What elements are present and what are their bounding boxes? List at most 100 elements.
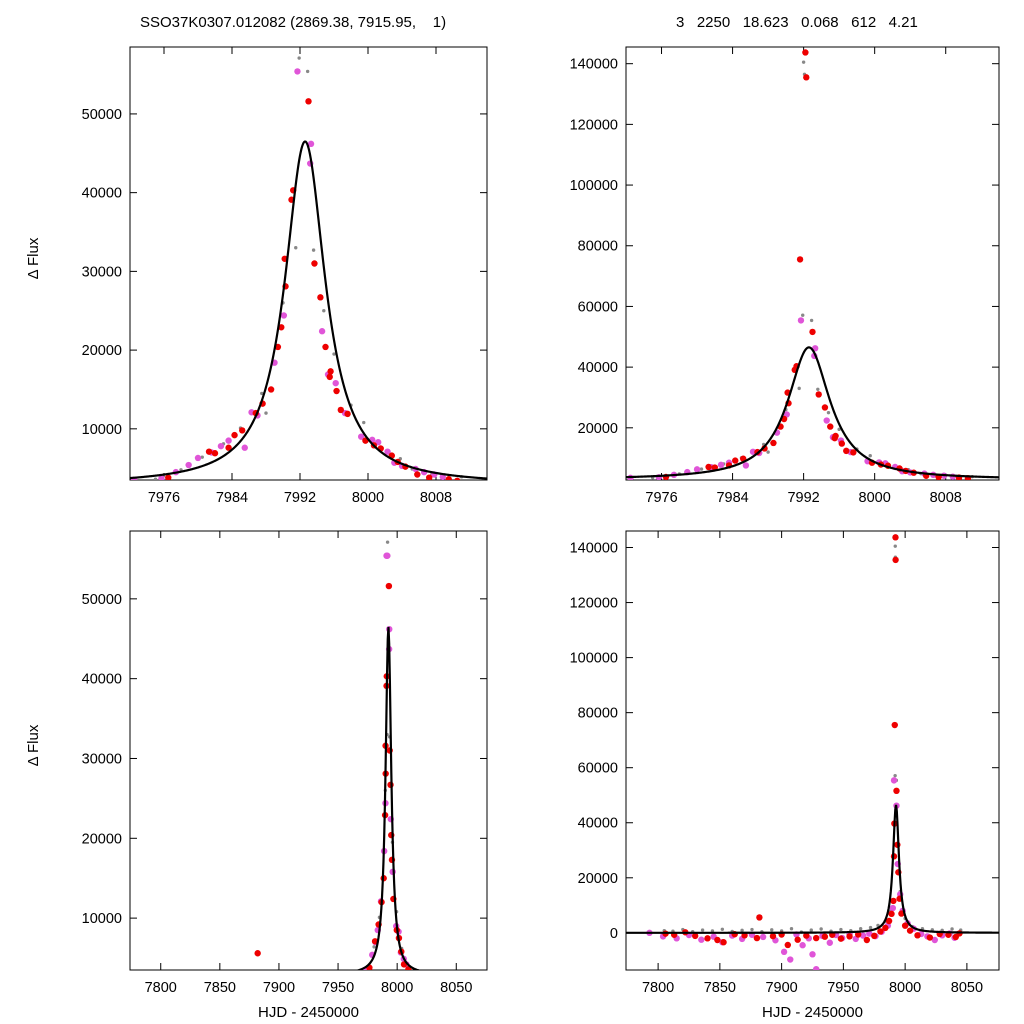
data-point	[294, 68, 301, 75]
chart-panel-3: 7800 7850 7900 7950 8000 8050 10000 20000 30000 4…	[25, 530, 488, 1021]
data-point	[809, 318, 814, 323]
y-tick-label: 100000	[570, 178, 618, 194]
data-point	[827, 423, 834, 430]
data-point	[165, 474, 172, 480]
data-point	[241, 444, 248, 451]
data-point	[705, 463, 712, 471]
data-point	[838, 440, 846, 447]
x-tick-label: 7850	[204, 980, 236, 996]
data-point	[893, 544, 897, 548]
data-point	[217, 442, 225, 450]
data-point	[759, 933, 767, 941]
chart-panel-2: 7976 7984 7992 8000 8008 20000 40000 60000 80000…	[570, 46, 1000, 506]
data-point	[794, 936, 801, 943]
data-point	[200, 455, 204, 459]
chart-panel-4: 7800 7850 7900 7950 8000 8050 0 20000 40000 60000…	[570, 530, 1000, 1021]
model-curve	[626, 804, 999, 934]
data-point	[278, 324, 285, 331]
data-point	[372, 945, 376, 949]
data-point	[892, 534, 899, 541]
x-tick-label: 7992	[787, 490, 819, 506]
data-point	[714, 936, 721, 944]
data-point	[691, 932, 699, 940]
data-point	[866, 930, 873, 937]
data-point	[384, 552, 391, 559]
data-point	[787, 956, 794, 963]
data-point	[770, 439, 777, 447]
data-point	[784, 941, 791, 949]
data-point	[789, 927, 794, 931]
data-point	[766, 450, 770, 454]
data-point	[815, 391, 822, 398]
data-point	[831, 434, 838, 442]
data-point	[426, 474, 433, 480]
data-point	[803, 932, 810, 939]
x-tick-label: 7900	[263, 980, 295, 996]
data-point	[260, 391, 264, 396]
data-point	[231, 431, 238, 439]
data-point	[337, 406, 344, 414]
data-point	[322, 309, 326, 313]
data-point	[344, 410, 351, 418]
x-tick-label: 7984	[716, 490, 748, 506]
data-point	[888, 910, 895, 918]
data-point	[797, 386, 801, 391]
data-point	[385, 540, 390, 544]
data-point	[821, 933, 829, 940]
y-tick-label: 40000	[578, 816, 618, 832]
data-point	[699, 467, 704, 471]
data-point	[914, 932, 921, 939]
data-point	[859, 932, 867, 939]
data-point	[254, 950, 261, 957]
data-point	[311, 260, 318, 267]
y-tick-label: 120000	[570, 117, 618, 133]
y-tick-label: 0	[610, 926, 618, 942]
data-point	[868, 925, 873, 930]
data-point	[158, 475, 165, 480]
y-tick-label: 100000	[570, 651, 618, 667]
data-point	[205, 448, 213, 455]
data-point	[891, 721, 898, 729]
x-tick-label: 8000	[381, 980, 413, 996]
data-point	[267, 386, 275, 393]
data-point	[816, 387, 820, 391]
y-tick-label: 20000	[578, 871, 618, 887]
data-point	[809, 328, 816, 336]
y-tick-label: 40000	[82, 186, 122, 202]
data-point	[326, 373, 333, 381]
data-point	[906, 927, 914, 934]
data-point	[809, 951, 816, 958]
data-point	[780, 948, 788, 956]
data-point	[384, 448, 391, 455]
plot-area	[130, 56, 487, 480]
data-point	[327, 368, 334, 375]
data-point	[211, 450, 219, 457]
data-point	[892, 556, 899, 564]
data-point	[882, 924, 889, 932]
data-point	[750, 927, 754, 932]
data-point	[769, 932, 777, 940]
header-right-params: 3 2250 18.623 0.068 612 4.21	[676, 14, 918, 31]
y-tick-label: 140000	[570, 541, 618, 557]
data-point	[698, 936, 705, 943]
plot-area	[626, 49, 999, 480]
data-point	[889, 904, 896, 912]
data-point	[717, 461, 725, 469]
data-point	[362, 420, 366, 425]
data-point	[445, 476, 452, 480]
data-point	[770, 928, 774, 932]
data-point	[225, 437, 232, 444]
header-left-title: SSO37K0307.012082 (2869.38, 7915.95, 1)	[140, 14, 447, 31]
y-tick-label: 10000	[82, 422, 122, 438]
x-tick-label: 8000	[352, 490, 384, 506]
x-tick-label: 7976	[645, 490, 677, 506]
data-point	[837, 427, 841, 432]
data-point	[454, 477, 461, 480]
data-point	[871, 932, 878, 940]
data-point	[893, 787, 900, 795]
data-point	[358, 433, 365, 440]
plot-frame	[625, 530, 1000, 971]
data-point	[225, 444, 232, 451]
data-point	[704, 935, 711, 942]
